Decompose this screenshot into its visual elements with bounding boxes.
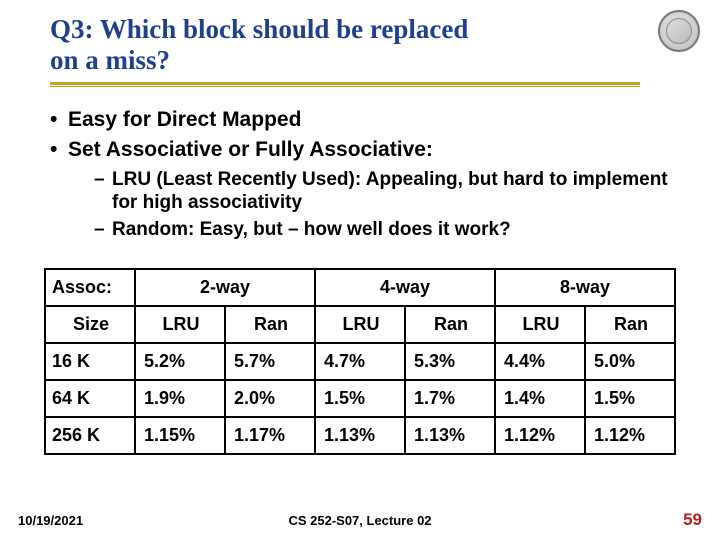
footer-course: CS 252-S07, Lecture 02 (288, 513, 431, 528)
size-cell: 16 K (45, 343, 135, 380)
value-cell: 1.5% (315, 380, 405, 417)
value-cell: 1.17% (225, 417, 315, 454)
value-cell: 1.5% (585, 380, 675, 417)
value-cell: 1.4% (495, 380, 585, 417)
assoc-header: Assoc: (45, 269, 135, 306)
sub-header: Ran (585, 306, 675, 343)
sub-header: LRU (135, 306, 225, 343)
value-cell: 5.3% (405, 343, 495, 380)
table-row: 256 K 1.15% 1.17% 1.13% 1.13% 1.12% 1.12… (45, 417, 675, 454)
bullet-2-text: Set Associative or Fully Associative: (68, 138, 433, 161)
bullet-1: Easy for Direct Mapped (50, 107, 670, 133)
miss-rate-table: Assoc: 2-way 4-way 8-way Size LRU Ran LR… (44, 268, 676, 455)
value-cell: 5.2% (135, 343, 225, 380)
slide-footer: 10/19/2021 CS 252-S07, Lecture 02 59 (0, 510, 720, 530)
bullet-2: Set Associative or Fully Associative: LR… (50, 137, 670, 242)
sub-header: LRU (495, 306, 585, 343)
footer-date: 10/19/2021 (18, 513, 83, 528)
value-cell: 1.15% (135, 417, 225, 454)
subbullet-2: Random: Easy, but – how well does it wor… (68, 218, 670, 242)
value-cell: 1.7% (405, 380, 495, 417)
sub-header: LRU (315, 306, 405, 343)
value-cell: 1.12% (585, 417, 675, 454)
group-header: 4-way (315, 269, 495, 306)
title-underline (50, 82, 640, 87)
size-cell: 256 K (45, 417, 135, 454)
title-line-2: on a miss? (50, 45, 170, 75)
group-header: 2-way (135, 269, 315, 306)
value-cell: 5.0% (585, 343, 675, 380)
value-cell: 1.9% (135, 380, 225, 417)
subbullet-1: LRU (Least Recently Used): Appealing, bu… (68, 168, 670, 216)
slide-title: Q3: Which block should be replaced on a … (50, 14, 670, 76)
table-row: Assoc: 2-way 4-way 8-way (45, 269, 675, 306)
value-cell: 4.7% (315, 343, 405, 380)
page-number: 59 (683, 510, 702, 530)
value-cell: 2.0% (225, 380, 315, 417)
size-cell: 64 K (45, 380, 135, 417)
table-row: 64 K 1.9% 2.0% 1.5% 1.7% 1.4% 1.5% (45, 380, 675, 417)
table-row: 16 K 5.2% 5.7% 4.7% 5.3% 4.4% 5.0% (45, 343, 675, 380)
size-header: Size (45, 306, 135, 343)
group-header: 8-way (495, 269, 675, 306)
value-cell: 1.13% (315, 417, 405, 454)
value-cell: 5.7% (225, 343, 315, 380)
sub-header: Ran (405, 306, 495, 343)
value-cell: 4.4% (495, 343, 585, 380)
value-cell: 1.12% (495, 417, 585, 454)
value-cell: 1.13% (405, 417, 495, 454)
university-seal-icon (658, 10, 700, 52)
sub-header: Ran (225, 306, 315, 343)
table-row: Size LRU Ran LRU Ran LRU Ran (45, 306, 675, 343)
title-line-1: Q3: Which block should be replaced (50, 14, 468, 44)
slide-body: Easy for Direct Mapped Set Associative o… (0, 87, 720, 242)
